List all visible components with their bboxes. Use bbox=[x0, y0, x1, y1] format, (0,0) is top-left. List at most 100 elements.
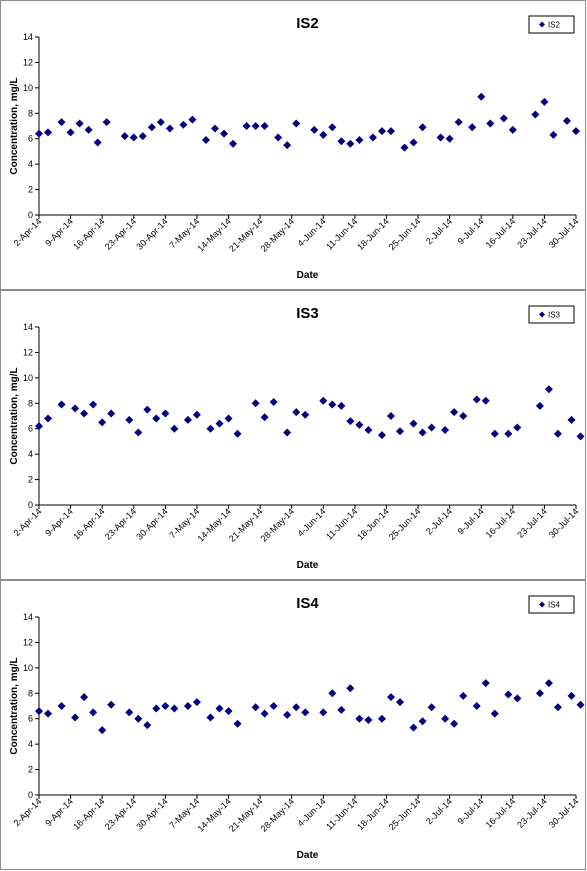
data-point bbox=[301, 410, 310, 419]
x-tick-label: 30-Jul-14 bbox=[547, 796, 581, 830]
data-point bbox=[468, 123, 477, 132]
data-point bbox=[396, 427, 405, 436]
y-tick-label: 8 bbox=[28, 688, 33, 698]
data-point bbox=[481, 679, 490, 688]
x-tick-label: 9-Jul-14 bbox=[456, 796, 486, 826]
data-point bbox=[80, 693, 89, 702]
x-tick-label: 2-Apr-14 bbox=[12, 796, 44, 828]
data-point bbox=[418, 123, 427, 132]
chart-panel-is3: IS3 0 2 4 6 8 10 12 14 2-Apr-14 9-Apr-14 16-Apr-14 2… bbox=[0, 290, 586, 580]
data-point bbox=[459, 691, 468, 700]
data-point bbox=[107, 700, 116, 709]
x-tick-label: 28-May-14 bbox=[259, 506, 296, 543]
data-point bbox=[450, 719, 459, 728]
legend-marker bbox=[539, 601, 545, 608]
data-point bbox=[215, 704, 224, 713]
y-axis-title: Concentration, mg/L bbox=[9, 367, 20, 464]
y-tick-label: 12 bbox=[23, 347, 33, 357]
data-point bbox=[260, 413, 269, 422]
x-tick-label: 30-Jul-14 bbox=[547, 216, 581, 250]
y-axis-title: Concentration, mg/L bbox=[9, 77, 20, 174]
data-point bbox=[35, 422, 43, 431]
x-axis-title: Date bbox=[297, 270, 319, 281]
x-tick-label: 2-Jul-14 bbox=[424, 796, 454, 826]
data-point bbox=[472, 395, 481, 404]
data-point bbox=[165, 124, 174, 133]
data-point bbox=[233, 719, 242, 728]
data-point bbox=[35, 129, 43, 138]
data-point bbox=[504, 429, 513, 438]
x-tick-label: 9-Apr-14 bbox=[43, 796, 75, 828]
data-point bbox=[436, 133, 445, 142]
data-point bbox=[44, 709, 53, 718]
data-point bbox=[572, 127, 580, 136]
x-tick-label: 11-Jun-14 bbox=[324, 506, 359, 541]
data-point bbox=[57, 400, 66, 409]
data-point bbox=[220, 129, 229, 138]
data-point bbox=[396, 698, 405, 707]
data-point bbox=[206, 424, 215, 433]
data-point bbox=[66, 128, 75, 137]
data-point bbox=[513, 694, 522, 703]
data-point bbox=[481, 396, 490, 405]
y-tick-label: 12 bbox=[23, 57, 33, 67]
data-point bbox=[544, 385, 553, 394]
data-point bbox=[310, 125, 319, 134]
data-point bbox=[80, 409, 89, 418]
data-point bbox=[57, 118, 66, 127]
data-point bbox=[283, 141, 292, 150]
data-point bbox=[138, 132, 147, 141]
x-tick-label: 23-Apr-14 bbox=[103, 216, 138, 251]
data-point bbox=[355, 135, 364, 144]
data-point bbox=[192, 698, 201, 707]
data-point bbox=[251, 399, 260, 408]
data-point bbox=[337, 401, 346, 410]
data-point bbox=[441, 425, 450, 434]
data-point bbox=[540, 97, 549, 106]
y-tick-label: 6 bbox=[28, 134, 33, 144]
data-point bbox=[319, 396, 328, 405]
data-point bbox=[355, 420, 364, 429]
chart-title: IS4 bbox=[296, 595, 319, 612]
data-point bbox=[576, 432, 585, 441]
chart-title: IS2 bbox=[296, 15, 319, 32]
data-point bbox=[152, 414, 161, 423]
data-point bbox=[260, 709, 269, 718]
x-tick-label: 23-Apr-14 bbox=[103, 506, 138, 541]
x-tick-label: 16-Jul-14 bbox=[484, 216, 518, 250]
data-point bbox=[441, 714, 450, 723]
data-point bbox=[486, 119, 495, 128]
data-point bbox=[364, 425, 373, 434]
x-tick-label: 11-Jun-14 bbox=[324, 216, 359, 251]
data-point bbox=[319, 708, 328, 717]
y-tick-label: 8 bbox=[28, 108, 33, 118]
x-tick-label: 4-Jun-14 bbox=[296, 506, 328, 538]
data-point bbox=[328, 123, 337, 132]
data-point bbox=[531, 110, 540, 119]
x-tick-label: 2-Apr-14 bbox=[12, 216, 44, 248]
data-point bbox=[409, 138, 418, 147]
data-point bbox=[292, 408, 301, 417]
data-point bbox=[427, 423, 436, 432]
data-point bbox=[44, 128, 53, 137]
data-point bbox=[229, 139, 238, 148]
y-tick-label: 2 bbox=[28, 475, 33, 485]
x-tick-label: 30-Jul-14 bbox=[547, 506, 581, 540]
data-point bbox=[75, 119, 84, 128]
data-point bbox=[319, 130, 328, 139]
data-point bbox=[553, 703, 562, 712]
x-tick-label: 2-Apr-14 bbox=[12, 506, 44, 538]
y-axis-title: Concentration, mg/L bbox=[9, 657, 20, 754]
x-tick-label: 9-Apr-14 bbox=[43, 506, 75, 538]
data-point bbox=[107, 409, 116, 418]
data-point bbox=[274, 133, 283, 142]
data-point bbox=[125, 708, 134, 717]
x-tick-label: 18-Jun-14 bbox=[355, 796, 391, 832]
y-tick-label: 10 bbox=[23, 663, 33, 673]
x-tick-label: 2-Jul-14 bbox=[424, 506, 454, 536]
data-point bbox=[283, 710, 292, 719]
data-point bbox=[454, 118, 463, 127]
